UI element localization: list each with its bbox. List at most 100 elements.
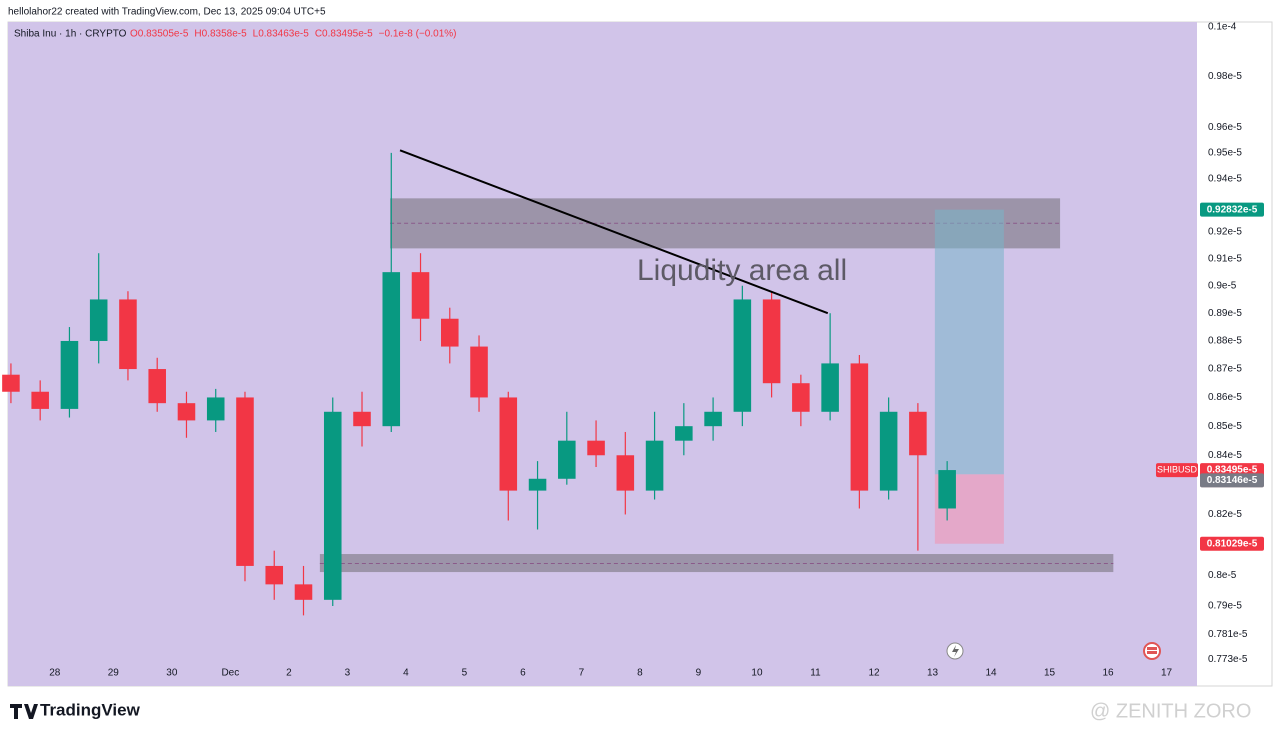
price-label-box — [1200, 202, 1264, 217]
y-tick-label: 0.9e-5 — [1208, 280, 1237, 291]
x-tick-label: 29 — [108, 668, 120, 679]
y-tick-label: 0.8e-5 — [1208, 570, 1237, 581]
candle-body — [733, 299, 752, 412]
candle-body — [587, 440, 605, 456]
price-label-box — [1200, 473, 1264, 488]
x-tick-label: 28 — [49, 668, 61, 679]
y-tick-label: 0.82e-5 — [1208, 509, 1242, 520]
candle-body — [382, 272, 401, 427]
x-tick-label: 16 — [1102, 668, 1114, 679]
x-tick-label: 14 — [985, 668, 997, 679]
trendline — [399, 149, 829, 315]
tv-logo: TradingView — [40, 700, 141, 719]
position-target — [934, 209, 1004, 475]
candle-body — [645, 440, 664, 491]
candle-body — [206, 397, 225, 421]
candle-body — [119, 299, 137, 370]
x-tick-label: 6 — [520, 668, 526, 679]
candle-body — [353, 411, 371, 427]
y-tick-label: 0.96e-5 — [1208, 122, 1242, 133]
y-tick-label: 0.98e-5 — [1208, 71, 1242, 82]
candle-body — [411, 272, 430, 319]
ohlc-value: C0.83495e-5 — [315, 29, 373, 40]
ohlc-value: L0.83463e-5 — [253, 29, 310, 40]
candle-body — [675, 426, 693, 441]
candle-body — [265, 565, 284, 585]
x-tick-label: 9 — [696, 668, 702, 679]
candle-body — [821, 363, 839, 412]
x-tick-label: 11 — [810, 668, 821, 679]
candle-body — [558, 440, 576, 479]
ohlc-legend: O0.83505e-5 H0.8358e-5 L0.83463e-5 C0.83495… — [130, 29, 456, 40]
candle-body — [879, 411, 898, 491]
ohlc-value: O0.83505e-5 — [130, 29, 189, 40]
candle-body — [323, 411, 342, 600]
candle-body — [441, 318, 459, 347]
y-tick-label: 0.84e-5 — [1208, 450, 1242, 461]
candle-body — [850, 363, 869, 491]
y-tick-label: 0.89e-5 — [1208, 308, 1242, 319]
plot — [2, 149, 1114, 616]
x-tick-label: 17 — [1161, 668, 1173, 679]
y-tick-label: 0.87e-5 — [1208, 364, 1242, 375]
y-tick-label: 0.94e-5 — [1208, 174, 1242, 185]
price-label: 0.81029e-5 — [1207, 538, 1258, 549]
x-tick-label: 13 — [927, 668, 939, 679]
price-label: 0.83495e-5 — [1207, 465, 1258, 476]
y-tick-label: 0.773e-5 — [1208, 654, 1248, 665]
y-tick-label: 0.1e-4 — [1208, 22, 1237, 33]
price-label: 0.92832e-5 — [1207, 204, 1258, 215]
y-tick-label: 0.85e-5 — [1208, 421, 1242, 432]
candle-body — [792, 383, 810, 412]
y-tick-label: 0.92e-5 — [1208, 226, 1242, 237]
legend-symbol: Shiba Inu · 1h · CRYPTO — [14, 29, 127, 40]
candle-body — [31, 391, 49, 409]
candle-body — [938, 470, 956, 509]
symbol-box — [1156, 463, 1198, 478]
candle-body — [470, 346, 488, 398]
annotation: Liqudity area all — [637, 254, 847, 287]
x-tick-label: 5 — [462, 668, 468, 679]
zone — [319, 554, 1114, 573]
x-tick-label: 10 — [751, 668, 763, 679]
candle-body — [89, 299, 108, 341]
candle-body — [528, 478, 547, 491]
candle-body — [177, 403, 196, 421]
ohlc-value: −0.1e-8 (−0.01%) — [379, 29, 457, 40]
candle-body — [704, 411, 722, 427]
candle-body — [294, 584, 313, 600]
x-tick-label: 7 — [579, 668, 585, 679]
y-tick-label: 0.91e-5 — [1208, 253, 1242, 264]
y-tick-label: 0.781e-5 — [1208, 629, 1248, 640]
y-tick-label: 0.79e-5 — [1208, 601, 1242, 612]
x-tick-label: 3 — [345, 668, 351, 679]
candle-body — [499, 397, 518, 491]
candle-body — [909, 411, 927, 456]
candle-body — [762, 299, 781, 384]
x-tick-label: 8 — [637, 668, 643, 679]
plot-area — [8, 22, 1197, 686]
watermark: @ ZENITH ZORO — [1090, 700, 1251, 722]
y-tick-label: 0.86e-5 — [1208, 392, 1242, 403]
flag-glyph — [1147, 647, 1157, 654]
x-tick-label: Dec — [221, 668, 239, 679]
x-tick-label: 15 — [1044, 668, 1056, 679]
candle-body — [616, 455, 635, 491]
candle-body — [148, 369, 166, 404]
y-tick-label: 0.88e-5 — [1208, 336, 1242, 347]
candle-body — [236, 397, 254, 566]
lightning-glyph — [952, 645, 959, 657]
x-tick-label: 12 — [868, 668, 880, 679]
candle-body — [60, 340, 79, 409]
tv-logo-icon — [10, 704, 38, 719]
y-tick-label: 0.95e-5 — [1208, 148, 1242, 159]
price-label-box — [1200, 536, 1264, 551]
candle-body — [2, 374, 20, 392]
ohlc-value: H0.8358e-5 — [194, 29, 247, 40]
price-label: 0.83146e-5 — [1207, 475, 1258, 486]
x-tick-label: 30 — [166, 668, 178, 679]
header: hellolahor22 created with TradingView.co… — [8, 7, 326, 18]
x-tick-label: 2 — [286, 668, 292, 679]
symbol-label: SHIBUSD — [1157, 464, 1198, 474]
